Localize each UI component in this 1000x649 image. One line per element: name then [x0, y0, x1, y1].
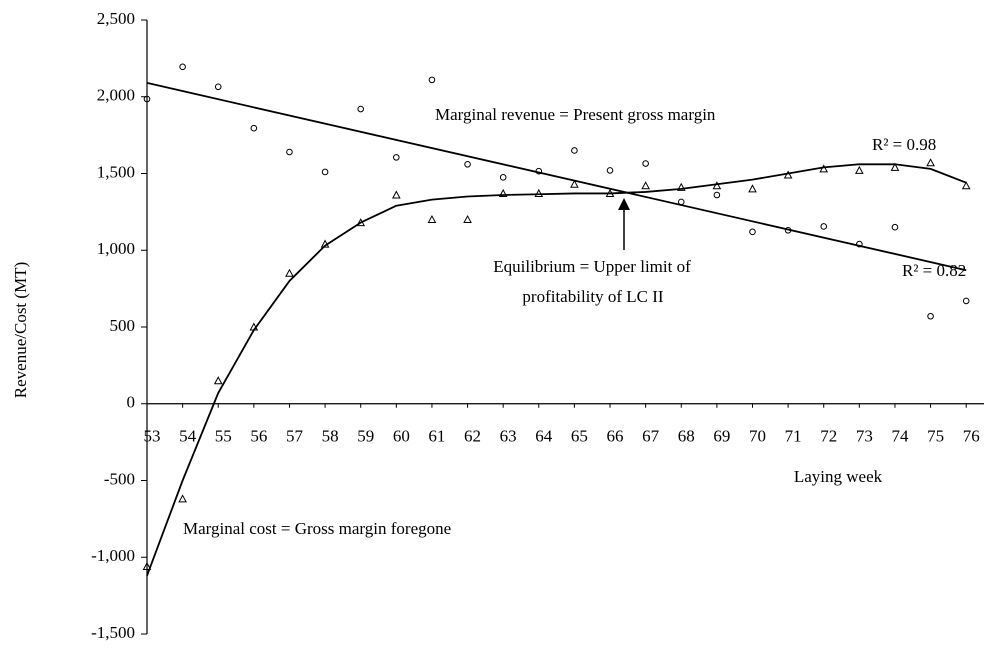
- x-tick-label: 53: [144, 427, 161, 446]
- y-axis-label: Revenue/Cost (MT): [11, 262, 30, 398]
- cost-point: [498, 188, 508, 197]
- cost-point: [427, 214, 437, 224]
- cost-point: [142, 561, 152, 570]
- revenue-point: [214, 83, 222, 91]
- x-tick-label: 60: [393, 427, 410, 446]
- revenue-point: [856, 240, 863, 248]
- x-tick-label: 70: [749, 427, 766, 446]
- revenue-point: [642, 160, 649, 167]
- x-tick-label: 57: [286, 427, 304, 446]
- revenue-point: [321, 168, 329, 176]
- x-tick-label: 59: [357, 427, 374, 446]
- x-tick-label: 66: [607, 427, 624, 446]
- trend-line: [146, 82, 967, 272]
- cost-point: [178, 494, 187, 503]
- y-tick-label: 500: [110, 316, 136, 335]
- cost-point: [285, 268, 294, 277]
- arrow-head: [618, 198, 630, 210]
- annotation: R² = 0.98: [872, 135, 936, 154]
- x-tick-label: 54: [179, 427, 197, 446]
- x-tick-label: 65: [571, 427, 588, 446]
- x-tick-label: 72: [820, 427, 837, 446]
- annotation: profitability of LC II: [522, 287, 664, 306]
- revenue-point: [891, 223, 899, 231]
- x-tick-label: 62: [464, 427, 481, 446]
- revenue-point: [606, 167, 614, 174]
- cost-point: [391, 190, 401, 199]
- revenue-point: [250, 124, 258, 132]
- revenue-point: [499, 174, 507, 181]
- cost-point: [783, 170, 793, 179]
- y-tick-label: 1,500: [97, 162, 135, 181]
- x-tick-label: 61: [428, 427, 445, 446]
- revenue-point: [713, 191, 721, 199]
- cost-point: [676, 182, 686, 191]
- x-tick-label: 71: [785, 427, 802, 446]
- x-tick-label: 63: [500, 427, 517, 446]
- revenue-point: [143, 95, 151, 103]
- revenue-point: [428, 76, 436, 84]
- x-tick-label: 69: [713, 427, 730, 446]
- cost-point: [855, 165, 864, 174]
- x-tick-label: 75: [927, 427, 944, 446]
- revenue-point: [464, 160, 471, 168]
- x-tick-label: 68: [678, 427, 695, 446]
- revenue-point: [927, 312, 934, 320]
- annotation: R² = 0.82: [902, 261, 966, 280]
- x-tick-label: 58: [322, 427, 339, 446]
- x-tick-label: 74: [891, 427, 909, 446]
- cost-point: [961, 181, 971, 190]
- revenue-point: [962, 297, 970, 305]
- annotation: Equilibrium = Upper limit of: [493, 257, 691, 276]
- cost-point: [570, 179, 579, 188]
- y-tick-label: 1,000: [97, 239, 135, 258]
- annotation: Marginal cost = Gross margin foregone: [183, 519, 451, 538]
- cost-point: [748, 184, 757, 193]
- x-tick-label: 64: [535, 427, 553, 446]
- cost-point: [819, 164, 829, 173]
- x-tick-label: 73: [856, 427, 873, 446]
- trend-line: [146, 163, 967, 576]
- x-axis-label: Laying week: [794, 467, 883, 486]
- x-tick-label: 56: [250, 427, 267, 446]
- y-tick-label: -500: [104, 469, 135, 488]
- revenue-point: [571, 147, 578, 154]
- cost-point: [534, 188, 544, 197]
- cost-point: [926, 158, 935, 167]
- revenue-point: [357, 105, 365, 113]
- y-tick-label: 0: [127, 393, 136, 412]
- x-tick-label: 76: [963, 427, 980, 446]
- cost-point: [463, 214, 472, 224]
- revenue-point: [179, 63, 186, 71]
- revenue-point: [820, 223, 828, 230]
- cost-point: [890, 162, 900, 171]
- cost-point: [213, 376, 223, 385]
- y-tick-label: -1,000: [91, 546, 135, 565]
- y-tick-label: 2,000: [97, 86, 135, 105]
- cost-point: [641, 181, 650, 190]
- cost-point: [712, 181, 722, 190]
- y-tick-label: 2,500: [97, 9, 135, 28]
- x-tick-label: 55: [215, 427, 232, 446]
- revenue-point: [393, 154, 400, 161]
- y-tick-label: -1,500: [91, 623, 135, 642]
- annotation: Marginal revenue = Present gross margin: [435, 105, 716, 124]
- revenue-point: [749, 228, 756, 236]
- revenue-point: [286, 148, 293, 156]
- x-tick-label: 67: [642, 427, 660, 446]
